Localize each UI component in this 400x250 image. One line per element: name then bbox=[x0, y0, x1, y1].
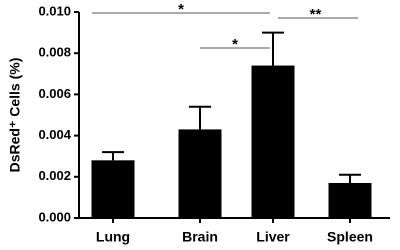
y-tick-label: 0.008 bbox=[38, 45, 71, 60]
y-tick-label: 0.002 bbox=[38, 168, 71, 183]
y-tick-label: 0.004 bbox=[38, 127, 71, 142]
bar bbox=[91, 160, 135, 218]
bar bbox=[251, 65, 295, 218]
x-tick-label: Brain bbox=[182, 229, 218, 245]
y-axis-label: DsRed⁺ Cells (%) bbox=[7, 58, 23, 173]
y-tick-label: 0.006 bbox=[38, 86, 71, 101]
significance-label: * bbox=[178, 1, 184, 18]
significance-label: * bbox=[232, 36, 238, 53]
significance-label: ** bbox=[310, 6, 322, 23]
y-tick-label: 0.010 bbox=[38, 3, 71, 18]
x-tick-label: Lung bbox=[96, 229, 130, 245]
x-tick-label: Liver bbox=[256, 229, 290, 245]
bar bbox=[328, 182, 372, 218]
x-tick-label: Spleen bbox=[327, 229, 373, 245]
bar bbox=[178, 129, 222, 218]
y-tick-label: 0.000 bbox=[38, 209, 71, 224]
